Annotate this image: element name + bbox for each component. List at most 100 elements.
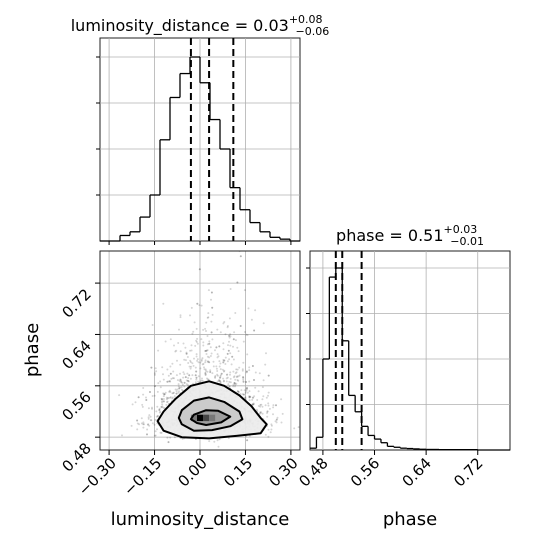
scatter-sample-point — [204, 350, 207, 352]
scatter-sample-point — [264, 363, 267, 366]
scatter-sample-point — [211, 306, 214, 309]
scatter-sample-point — [262, 322, 265, 325]
scatter-sample-point — [183, 381, 186, 384]
scatter-sample-point — [143, 423, 145, 426]
scatter-sample-point — [200, 359, 203, 362]
scatter-sample-point — [161, 401, 163, 404]
scatter-sample-point — [210, 352, 213, 355]
scatter-sample-point — [197, 380, 200, 383]
scatter-sample-point — [211, 338, 214, 341]
phase-histogram-panel: 0.48 0.56 0.64 0.72 phase = 0.51+0.03 −0.01 — [295, 223, 511, 490]
scatter-sample-point — [199, 367, 202, 370]
scatter-sample-point — [251, 403, 254, 406]
scatter-sample-point — [236, 281, 239, 284]
scatter-sample-point — [162, 378, 165, 381]
scatter-sample-point — [200, 304, 203, 307]
scatter-sample-point — [272, 406, 275, 409]
scatter-sample-point — [203, 366, 205, 369]
scatter-sample-point — [168, 389, 171, 392]
scatter-sample-point — [145, 396, 147, 399]
scatter-sample-point — [245, 387, 248, 390]
scatter-sample-point — [146, 433, 148, 436]
scatter-sample-point — [274, 420, 277, 423]
scatter-sample-point — [160, 406, 163, 409]
scatter-sample-point — [218, 345, 221, 348]
scatter-sample-point — [258, 372, 261, 375]
scatter-sample-point — [166, 401, 168, 404]
scatter-contour-line — [189, 409, 232, 426]
scatter-sample-point — [236, 390, 239, 393]
scatter-sample-point — [207, 316, 210, 319]
scatter-sample-point — [244, 396, 246, 399]
scatter-sample-point — [167, 396, 170, 399]
scatter-sample-point — [211, 313, 214, 316]
scatter-sample-point — [248, 396, 251, 399]
scatter-sample-point — [167, 441, 170, 444]
scatter-sample-point — [242, 340, 245, 343]
scatter-sample-point — [185, 352, 188, 355]
scatter-sample-point — [264, 433, 267, 436]
scatter-sample-point — [161, 398, 164, 401]
scatter-sample-point — [228, 380, 231, 383]
scatter-sample-point — [164, 391, 167, 394]
scatter-sample-point — [178, 380, 181, 382]
scatter-sample-point — [259, 403, 262, 406]
scatter-sample-point — [153, 372, 156, 375]
scatter-sample-point — [187, 377, 190, 379]
scatter-sample-point — [145, 399, 148, 401]
scatter-sample-point — [242, 393, 245, 396]
scatter-sample-point — [186, 242, 188, 244]
scatter-sample-point — [242, 377, 245, 380]
scatter-sample-point — [253, 329, 256, 332]
scatter-sample-point — [239, 325, 242, 327]
scatter-sample-point — [267, 374, 270, 377]
scatter-ytick-label: 0.64 — [58, 337, 94, 373]
scatter-sample-point — [208, 342, 211, 345]
scatter-sample-point — [206, 349, 209, 352]
scatter-sample-point — [222, 361, 225, 364]
scatter-sample-point — [196, 342, 199, 345]
scatter-sample-point — [166, 400, 169, 403]
scatter-sample-point — [195, 327, 198, 330]
scatter-sample-point — [193, 321, 196, 324]
scatter-sample-point — [176, 454, 178, 456]
scatter-sample-point — [189, 367, 192, 370]
scatter-sample-point — [167, 441, 170, 444]
scatter-sample-point — [165, 398, 168, 401]
scatter-sample-point — [246, 353, 249, 356]
scatter-sample-point — [206, 343, 209, 346]
scatter-sample-point — [206, 355, 209, 358]
scatter-sample-point — [267, 374, 270, 377]
scatter-sample-point — [147, 416, 150, 419]
scatter-sample-point — [212, 365, 215, 368]
scatter-sample-point — [162, 400, 165, 403]
scatter-sample-point — [266, 415, 269, 418]
scatter-sample-point — [208, 361, 211, 364]
scatter-sample-point — [154, 430, 157, 433]
scatter-sample-point — [171, 396, 174, 399]
scatter-sample-point — [253, 379, 255, 381]
scatter-sample-point — [157, 415, 159, 418]
scatter-sample-point — [179, 314, 182, 317]
scatter-sample-point — [251, 396, 254, 399]
scatter-sample-point — [226, 360, 229, 363]
scatter-sample-point — [216, 380, 219, 383]
scatter-sample-point — [210, 298, 212, 301]
scatter-sample-point — [142, 387, 145, 389]
scatter-sample-point — [260, 411, 263, 414]
scatter-sample-point — [161, 366, 164, 369]
scatter-sample-point — [234, 339, 237, 342]
scatter-xtick-label: 0.30 — [265, 454, 301, 490]
scatter-sample-point — [229, 352, 232, 355]
scatter-sample-point — [209, 371, 212, 374]
scatter-sample-point — [140, 417, 143, 420]
scatter-sample-point — [281, 412, 284, 415]
phase-hist-xtick-label: 0.64 — [399, 454, 435, 490]
scatter-sample-point — [190, 365, 193, 368]
scatter-sample-point — [118, 394, 121, 397]
scatter-sample-point — [164, 340, 167, 343]
scatter-sample-point — [153, 423, 156, 426]
scatter-sample-point — [246, 391, 249, 394]
scatter-sample-point — [159, 386, 162, 389]
scatter-sample-point — [176, 359, 178, 362]
